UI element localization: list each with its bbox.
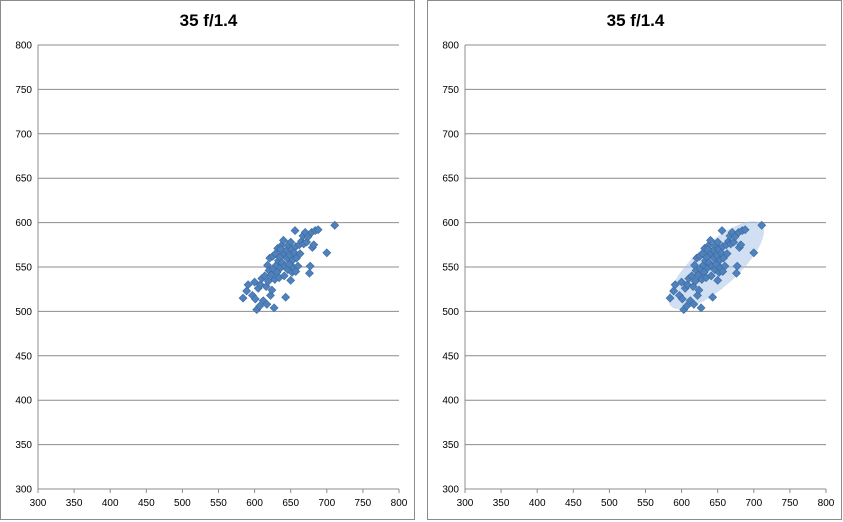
data-point-left-52 [290,226,300,236]
x-tick-label: 350 [66,498,83,509]
y-tick-label: 650 [15,174,32,185]
y-tick-label: 550 [15,263,32,274]
x-tick-label: 800 [818,498,835,509]
data-point-right-57 [722,249,732,259]
chart-title: 35 f/1.4 [607,11,665,30]
data-point-left-8 [255,301,265,311]
y-tick-label: 600 [442,218,459,229]
data-point-right-72 [757,220,767,230]
x-tick-label: 450 [565,498,582,509]
data-point-left-74 [286,237,296,247]
y-tick-label: 500 [442,307,459,318]
data-point-right-74 [713,237,723,247]
data-point-left-70 [313,225,323,235]
data-point-right-65 [732,261,742,271]
x-tick-label: 750 [355,498,372,509]
y-tick-label: 450 [442,351,459,362]
data-point-right-39 [708,292,718,302]
y-tick-label: 800 [442,41,459,52]
x-tick-label: 500 [174,498,191,509]
x-tick-label: 500 [601,498,618,509]
data-point-left-0 [238,293,248,303]
data-point-left-14 [262,299,272,309]
scatter-chart-right: 35 f/1.4 300 350 400 450 500 550 600 650 700 750 80… [442,11,835,509]
data-point-right-14 [689,299,699,309]
data-point-right-5 [677,294,687,304]
data-point-left-72 [330,220,340,230]
data-point-right-0 [665,293,675,303]
x-tick-label: 650 [282,498,299,509]
data-point-right-70 [740,225,750,235]
x-tick-label: 550 [210,498,227,509]
x-tick-label: 450 [138,498,155,509]
x-tick-label: 400 [102,498,119,509]
y-tick-label: 300 [442,485,459,496]
y-tick-label: 550 [442,263,459,274]
data-point-right-75 [703,244,713,254]
y-tick-label: 400 [15,396,32,407]
data-point-left-4 [250,277,260,287]
x-tick-label: 700 [745,498,762,509]
data-point-left-39 [281,292,291,302]
y-tick-label: 350 [15,440,32,451]
chart-title: 35 f/1.4 [180,11,238,30]
data-point-right-21 [694,285,704,295]
x-tick-label: 600 [673,498,690,509]
data-point-right-4 [677,277,687,287]
y-tick-label: 650 [442,174,459,185]
data-point-left-73 [279,235,288,245]
y-tick-label: 750 [15,85,32,96]
x-tick-label: 400 [529,498,546,509]
x-tick-label: 300 [457,498,474,509]
data-point-right-52 [717,226,727,236]
data-point-right-37 [706,271,716,281]
x-tick-label: 350 [493,498,510,509]
data-point-right-76 [718,267,728,276]
data-point-right-46 [713,275,723,285]
data-point-right-8 [682,301,692,311]
data-point-right-64 [732,268,741,278]
y-tick-label: 500 [15,307,32,318]
x-tick-label: 600 [246,498,263,509]
y-tick-label: 800 [15,41,32,52]
y-tick-label: 600 [15,218,32,229]
x-tick-label: 750 [782,498,799,509]
data-point-left-21 [267,285,277,295]
x-tick-label: 550 [637,498,654,509]
x-tick-label: 650 [709,498,726,509]
data-point-left-24 [269,303,279,313]
data-point-left-64 [305,268,314,278]
data-point-right-68 [736,240,746,250]
data-point-right-73 [706,235,715,245]
data-point-right-24 [696,303,706,313]
y-tick-label: 450 [15,351,32,362]
data-point-left-71 [322,248,332,258]
y-tick-label: 700 [15,129,32,140]
scatter-chart-left: 35 f/1.4 300 350 400 450 500 550 600 650 700 750 80… [15,11,408,509]
data-point-left-76 [291,267,301,276]
chart-panel-right: 35 f/1.4 300 350 400 450 500 550 600 650 700 750 80… [427,0,842,520]
data-point-left-65 [305,261,315,271]
y-tick-label: 350 [442,440,459,451]
chart-panel-left: 35 f/1.4 300 350 400 450 500 550 600 650 700 750 80… [0,0,415,520]
data-point-left-46 [286,275,296,285]
data-point-left-1 [242,286,252,296]
data-point-right-1 [669,286,679,296]
y-tick-label: 400 [442,396,459,407]
y-tick-label: 700 [442,129,459,140]
data-point-left-57 [295,249,305,259]
data-point-right-2 [670,280,680,290]
data-point-left-68 [309,240,319,250]
x-tick-label: 300 [30,498,47,509]
data-point-left-2 [243,280,253,290]
data-point-left-75 [276,244,286,254]
data-point-left-37 [279,271,289,281]
x-tick-label: 700 [318,498,335,509]
data-point-right-71 [749,248,759,258]
data-point-left-5 [250,294,260,304]
x-tick-label: 800 [391,498,408,509]
y-tick-label: 300 [15,485,32,496]
y-tick-label: 750 [442,85,459,96]
